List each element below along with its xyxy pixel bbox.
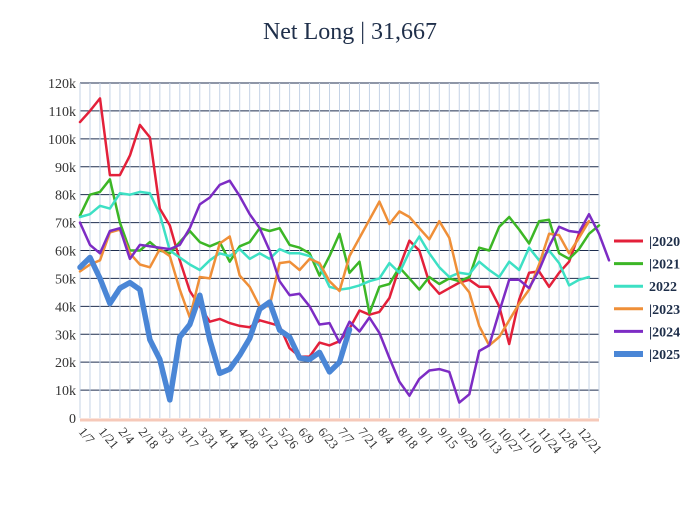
y-axis: 0 10k 20k 30k 40k 50k 60k 70k 80k 90k 100k 110k 120k xyxy=(48,77,76,427)
x-tick-label: 4/28 xyxy=(235,424,261,451)
x-axis: 1/71/212/42/183/33/173/314/144/285/125/2… xyxy=(76,424,606,457)
x-tick-label: 3/31 xyxy=(195,424,221,451)
x-tick-label: 5/26 xyxy=(275,424,302,452)
x-tick-label: 8/18 xyxy=(395,424,421,451)
y-tick-label: 90k xyxy=(55,161,76,176)
x-tick-label: 5/12 xyxy=(255,424,281,451)
legend-label: |2025 xyxy=(649,348,680,363)
series-line-2022 xyxy=(78,190,591,291)
series-lines xyxy=(77,97,611,404)
legend-item[interactable]: 2022 xyxy=(614,280,677,295)
x-tick-label: 6/23 xyxy=(315,424,341,451)
x-tick-label: 3/17 xyxy=(176,424,203,452)
legend-item[interactable]: |2021 xyxy=(614,258,680,273)
x-tick-label: 9/15 xyxy=(435,424,461,451)
x-tick-label: 9/29 xyxy=(455,424,481,451)
y-tick-label: 0 xyxy=(69,412,76,427)
y-tick-label: 110k xyxy=(49,105,76,120)
y-tick-label: 80k xyxy=(55,189,76,204)
y-tick-label: 120k xyxy=(48,77,76,92)
legend-label: 2022 xyxy=(649,280,677,295)
y-tick-label: 10k xyxy=(55,384,76,399)
series-line-2020 xyxy=(78,97,591,358)
x-tick-label: 1/21 xyxy=(96,424,122,451)
legend-label: |2021 xyxy=(649,258,680,273)
grid xyxy=(79,82,600,422)
legend-item[interactable]: |2025 xyxy=(614,348,680,363)
x-tick-label: 7/21 xyxy=(355,424,381,451)
legend-item[interactable]: |2023 xyxy=(614,303,680,318)
y-tick-label: 40k xyxy=(55,300,76,315)
x-tick-label: 4/14 xyxy=(215,424,242,452)
y-tick-label: 70k xyxy=(55,217,76,232)
series-line-2024 xyxy=(78,179,611,404)
series-line-2023 xyxy=(78,200,591,347)
legend-item[interactable]: |2020 xyxy=(614,235,680,250)
y-tick-label: 30k xyxy=(55,328,76,343)
series-line-2025 xyxy=(77,254,353,403)
y-tick-label: 20k xyxy=(55,356,76,371)
x-tick-label: 2/18 xyxy=(136,424,162,451)
legend[interactable]: |2020 |2021 2022 |2023 |2024 |2025 xyxy=(614,235,680,363)
y-tick-label: 100k xyxy=(48,133,76,148)
x-tick-label: 1/7 xyxy=(76,424,98,447)
legend-label: |2020 xyxy=(649,235,680,250)
chart-title: Net Long | 31,667 xyxy=(263,19,437,45)
legend-item[interactable]: |2024 xyxy=(614,325,680,340)
y-tick-label: 60k xyxy=(55,245,76,260)
legend-label: |2023 xyxy=(649,303,680,318)
y-tick-label: 50k xyxy=(55,272,76,287)
legend-label: |2024 xyxy=(649,325,680,340)
